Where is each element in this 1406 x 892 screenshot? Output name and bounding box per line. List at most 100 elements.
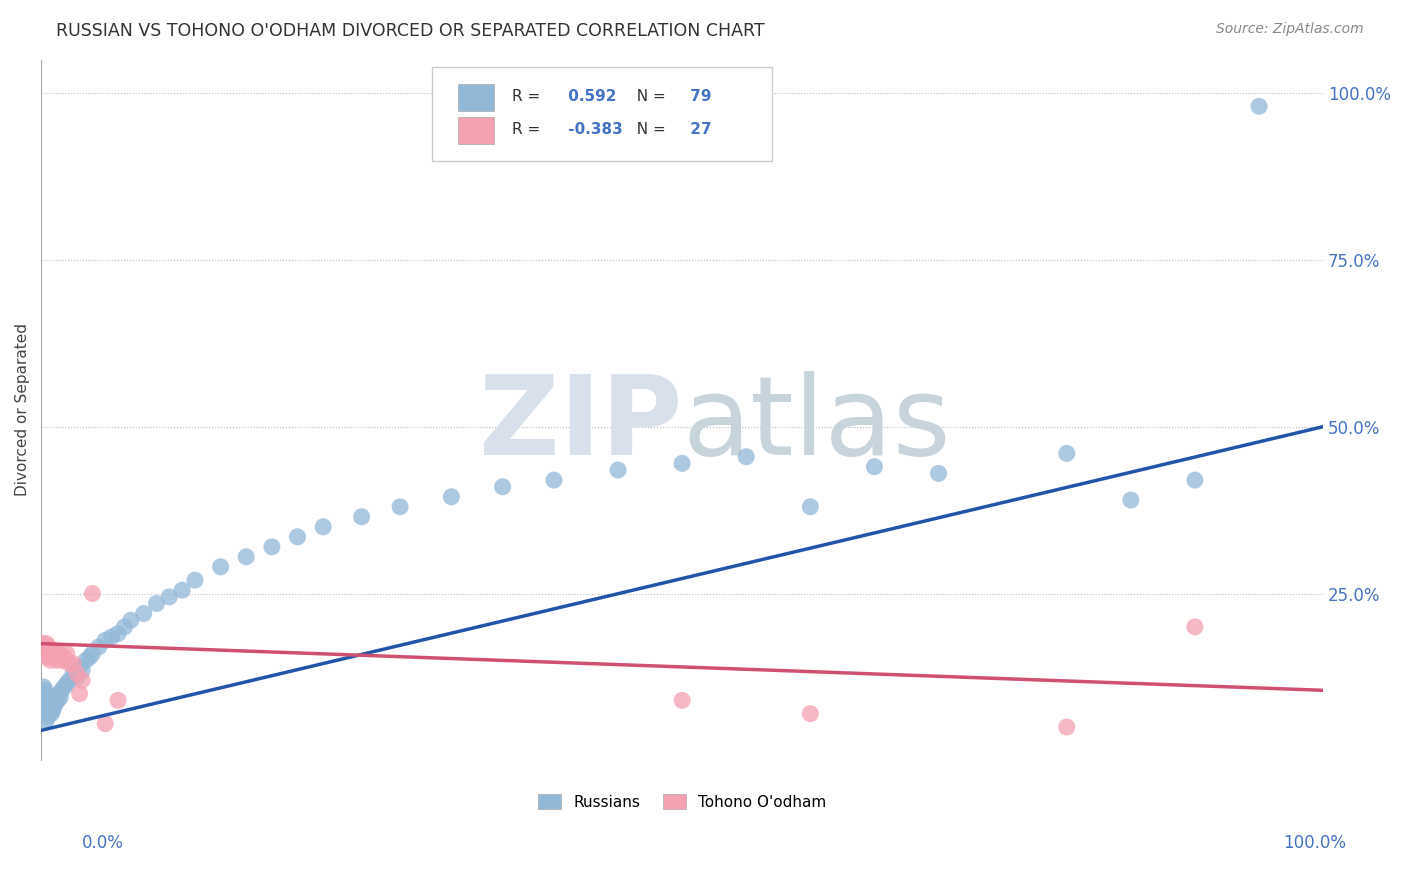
Point bbox=[1184, 620, 1206, 634]
Point bbox=[62, 657, 84, 671]
Point bbox=[49, 690, 72, 704]
Point bbox=[42, 700, 65, 714]
Point bbox=[41, 703, 63, 717]
Point bbox=[735, 450, 758, 464]
Point bbox=[172, 583, 194, 598]
Point bbox=[37, 697, 59, 711]
Point bbox=[53, 680, 76, 694]
Point bbox=[1056, 446, 1078, 460]
Point bbox=[34, 690, 56, 704]
Point bbox=[94, 633, 117, 648]
Point bbox=[389, 500, 412, 514]
Point bbox=[34, 697, 56, 711]
Point bbox=[607, 463, 630, 477]
Point bbox=[1056, 720, 1078, 734]
Point bbox=[1247, 99, 1270, 113]
Point bbox=[157, 590, 180, 604]
Point bbox=[66, 670, 89, 684]
Point bbox=[55, 676, 77, 690]
Point bbox=[82, 647, 104, 661]
Point bbox=[37, 710, 59, 724]
Point bbox=[79, 649, 101, 664]
Text: Source: ZipAtlas.com: Source: ZipAtlas.com bbox=[1216, 22, 1364, 37]
Point bbox=[55, 647, 77, 661]
Point bbox=[34, 643, 56, 657]
Text: R =: R = bbox=[512, 122, 540, 137]
Point bbox=[132, 607, 155, 621]
Text: ZIP: ZIP bbox=[479, 370, 682, 477]
Point bbox=[31, 637, 53, 651]
Point bbox=[312, 520, 335, 534]
Point bbox=[35, 714, 58, 728]
Point bbox=[45, 653, 67, 667]
Point bbox=[35, 693, 58, 707]
Text: N =: N = bbox=[627, 89, 666, 104]
Point bbox=[39, 703, 62, 717]
Text: N =: N = bbox=[627, 122, 666, 137]
Point bbox=[209, 559, 232, 574]
Text: atlas: atlas bbox=[682, 370, 950, 477]
Text: 0.592: 0.592 bbox=[562, 89, 616, 104]
Point bbox=[75, 653, 97, 667]
Point bbox=[260, 540, 283, 554]
Point bbox=[44, 697, 66, 711]
Point bbox=[42, 643, 65, 657]
Point bbox=[66, 666, 89, 681]
Point bbox=[94, 716, 117, 731]
Point bbox=[145, 597, 167, 611]
Text: RUSSIAN VS TOHONO O'ODHAM DIVORCED OR SEPARATED CORRELATION CHART: RUSSIAN VS TOHONO O'ODHAM DIVORCED OR SE… bbox=[56, 22, 765, 40]
Point bbox=[799, 500, 821, 514]
Point bbox=[39, 697, 62, 711]
FancyBboxPatch shape bbox=[458, 84, 494, 111]
Point bbox=[32, 647, 55, 661]
Point bbox=[107, 693, 129, 707]
Point bbox=[82, 586, 104, 600]
Point bbox=[69, 660, 91, 674]
Point bbox=[32, 687, 55, 701]
Point bbox=[58, 673, 80, 688]
Point bbox=[38, 700, 60, 714]
Point bbox=[69, 687, 91, 701]
Point bbox=[928, 467, 950, 481]
FancyBboxPatch shape bbox=[432, 67, 772, 161]
Point bbox=[34, 683, 56, 698]
Point bbox=[350, 509, 373, 524]
Point bbox=[41, 706, 63, 721]
Point bbox=[235, 549, 257, 564]
Point bbox=[107, 626, 129, 640]
Point bbox=[34, 703, 56, 717]
Point bbox=[799, 706, 821, 721]
Text: -0.383: -0.383 bbox=[562, 122, 623, 137]
Point bbox=[45, 690, 67, 704]
Point bbox=[31, 690, 53, 704]
Point bbox=[70, 673, 93, 688]
Text: R =: R = bbox=[512, 89, 540, 104]
Point bbox=[34, 703, 56, 717]
Point bbox=[38, 693, 60, 707]
Point bbox=[41, 643, 63, 657]
Point bbox=[53, 649, 76, 664]
Point bbox=[41, 649, 63, 664]
Point bbox=[37, 649, 59, 664]
Point bbox=[51, 683, 73, 698]
Point bbox=[35, 637, 58, 651]
Point bbox=[491, 480, 513, 494]
Point bbox=[42, 693, 65, 707]
Point bbox=[38, 640, 60, 654]
Point bbox=[32, 693, 55, 707]
Point bbox=[1184, 473, 1206, 487]
Point bbox=[70, 663, 93, 677]
Point bbox=[35, 687, 58, 701]
Point bbox=[39, 653, 62, 667]
Text: 79: 79 bbox=[685, 89, 711, 104]
FancyBboxPatch shape bbox=[458, 117, 494, 144]
Point bbox=[114, 620, 136, 634]
Point bbox=[1119, 493, 1142, 508]
Point bbox=[87, 640, 110, 654]
Text: 100.0%: 100.0% bbox=[1284, 834, 1346, 852]
Point bbox=[58, 657, 80, 671]
Text: 0.0%: 0.0% bbox=[82, 834, 124, 852]
Point bbox=[41, 697, 63, 711]
Point bbox=[120, 613, 142, 627]
Text: 27: 27 bbox=[685, 122, 711, 137]
